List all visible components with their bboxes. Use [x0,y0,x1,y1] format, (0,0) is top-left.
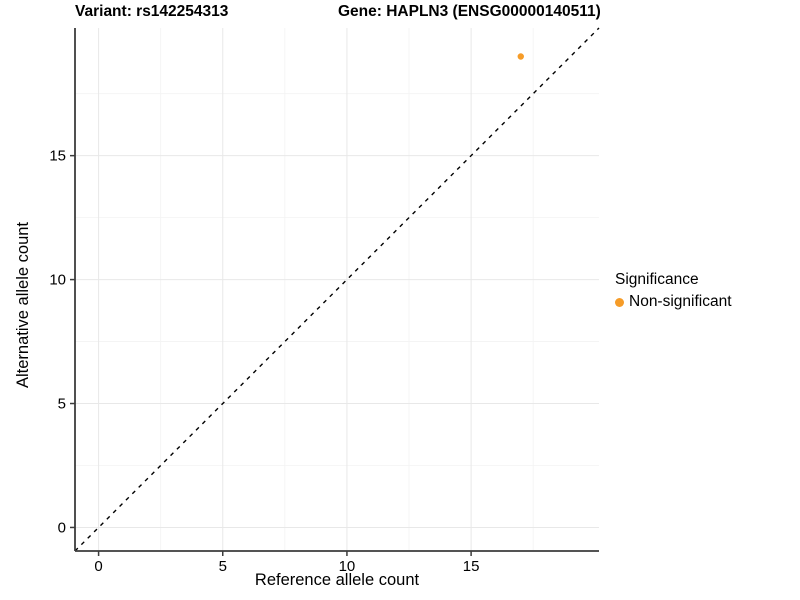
non-significant-dot-icon [615,297,624,307]
y-tick-label: 15 [49,148,66,165]
legend: Significance Non-significant [615,271,732,311]
x-axis-title: Reference allele count [254,571,420,589]
plot-title-gene: Gene: HAPLN3 (ENSG00000140511) [338,3,601,20]
y-tick-label: 5 [58,396,66,413]
x-tick-label: 15 [463,558,480,575]
data-point [517,53,524,60]
legend-title: Significance [615,271,699,288]
legend-entry-label: Non-significant [629,293,732,310]
x-tick-label: 10 [339,558,356,575]
x-tick-label: 5 [219,558,227,575]
y-axis-title: Alternative allele count [14,221,32,388]
y-tick-label: 10 [49,272,66,289]
identity-dashed-line [74,27,600,552]
x-tick-label: 0 [94,558,102,575]
legend-entry-non-significant: Non-significant [615,293,732,311]
plot-title-variant: Variant: rs142254313 [75,3,229,20]
y-tick-label: 0 [58,519,66,536]
